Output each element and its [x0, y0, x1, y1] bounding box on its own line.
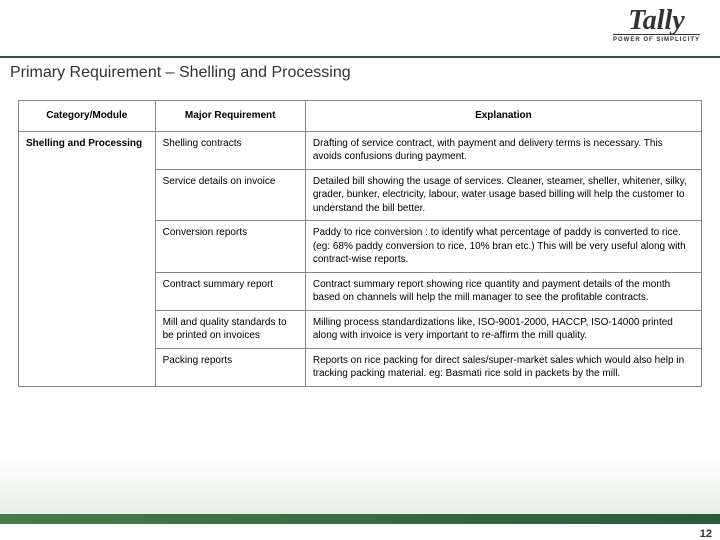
- requirements-table: Category/Module Major Requirement Explan…: [18, 100, 702, 387]
- footer-bar: [0, 514, 720, 524]
- cell-category-empty: [19, 169, 156, 221]
- cell-requirement: Packing reports: [155, 348, 305, 386]
- cell-explanation: Contract summary report showing rice qua…: [305, 272, 701, 310]
- cell-category-empty: [19, 348, 156, 386]
- cell-explanation: Reports on rice packing for direct sales…: [305, 348, 701, 386]
- cell-requirement: Mill and quality standards to be printed…: [155, 310, 305, 348]
- title-bar: Primary Requirement – Shelling and Proce…: [0, 56, 720, 82]
- cell-requirement: Shelling contracts: [155, 131, 305, 169]
- cell-category-empty: [19, 221, 156, 273]
- cell-category-empty: [19, 310, 156, 348]
- table-row: Conversion reports Paddy to rice convers…: [19, 221, 702, 273]
- table-header-row: Category/Module Major Requirement Explan…: [19, 101, 702, 132]
- table-row: Contract summary report Contract summary…: [19, 272, 702, 310]
- col-header-category: Category/Module: [19, 101, 156, 132]
- page-number: 12: [700, 528, 712, 540]
- cell-requirement: Conversion reports: [155, 221, 305, 273]
- logo-tagline: POWER OF SIMPLICITY: [613, 37, 700, 43]
- cell-explanation: Detailed bill showing the usage of servi…: [305, 169, 701, 221]
- cell-requirement: Service details on invoice: [155, 169, 305, 221]
- table-row: Mill and quality standards to be printed…: [19, 310, 702, 348]
- requirements-table-wrap: Category/Module Major Requirement Explan…: [18, 100, 702, 387]
- table-row: Service details on invoice Detailed bill…: [19, 169, 702, 221]
- brand-logo: Tally POWER OF SIMPLICITY: [613, 8, 700, 43]
- footer-gradient: [0, 454, 720, 514]
- cell-category-empty: [19, 272, 156, 310]
- col-header-explanation: Explanation: [305, 101, 701, 132]
- cell-category: Shelling and Processing: [19, 131, 156, 169]
- cell-requirement: Contract summary report: [155, 272, 305, 310]
- cell-explanation: Drafting of service contract, with payme…: [305, 131, 701, 169]
- table-body: Shelling and Processing Shelling contrac…: [19, 131, 702, 386]
- table-row: Shelling and Processing Shelling contrac…: [19, 131, 702, 169]
- logo-text: Tally: [613, 8, 700, 35]
- cell-explanation: Milling process standardizations like, I…: [305, 310, 701, 348]
- col-header-requirement: Major Requirement: [155, 101, 305, 132]
- page-title: Primary Requirement – Shelling and Proce…: [10, 64, 720, 82]
- table-row: Packing reports Reports on rice packing …: [19, 348, 702, 386]
- cell-explanation: Paddy to rice conversion : to identify w…: [305, 221, 701, 273]
